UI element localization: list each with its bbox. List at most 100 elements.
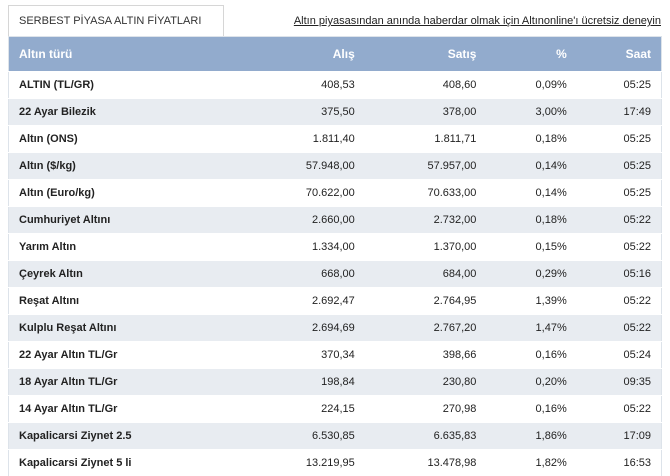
cell: 1.811,40 — [243, 125, 365, 153]
row-name: Reşat Altını — [8, 287, 244, 315]
table-row: Altın ($/kg) 57.948,00 57.957,00 0,14% 05:25 — [8, 152, 662, 180]
cell: 05:25 — [576, 179, 662, 207]
table-row: Cumhuriyet Altını 2.660,00 2.732,00 0,18% 05… — [8, 206, 662, 234]
cell: 2.692,47 — [243, 287, 365, 315]
cell: 370,34 — [243, 341, 365, 369]
row-name: Altın ($/kg) — [8, 152, 244, 180]
cell: 2.660,00 — [243, 206, 365, 234]
cell: 2.694,69 — [243, 314, 365, 342]
cell: 05:22 — [576, 287, 662, 315]
table-row: Çeyrek Altın 668,00 684,00 0,29% 05:16 — [8, 260, 662, 288]
cell: 398,66 — [364, 341, 487, 369]
cell: 1.370,00 — [364, 233, 487, 261]
cell: 0,16% — [486, 341, 577, 369]
table-row: Kulplu Reşat Altını 2.694,69 2.767,20 1,47%… — [8, 314, 662, 342]
table-row: Reşat Altını 2.692,47 2.764,95 1,39% 05:22 — [8, 287, 662, 315]
table-row: 18 Ayar Altın TL/Gr 198,84 230,80 0,20% 09:3… — [8, 368, 662, 396]
row-name: Altın (ONS) — [8, 125, 244, 153]
cell: 198,84 — [243, 368, 365, 396]
row-name: Kapalicarsi Ziynet 5 li — [8, 449, 244, 476]
cell: 16:53 — [576, 449, 662, 476]
row-name: Altın (Euro/kg) — [8, 179, 244, 207]
cell: 09:35 — [576, 368, 662, 396]
cell: 17:49 — [576, 98, 662, 126]
cell: 0,14% — [486, 179, 577, 207]
row-name: Kapalicarsi Ziynet 2.5 — [8, 422, 244, 450]
cell: 0,29% — [486, 260, 577, 288]
cell: 668,00 — [243, 260, 365, 288]
cell: 13.478,98 — [364, 449, 487, 476]
cell: 6.530,85 — [243, 422, 365, 450]
cell: 2.767,20 — [364, 314, 487, 342]
cell: 70.633,00 — [364, 179, 487, 207]
cell: 0,18% — [486, 125, 577, 153]
cell: 375,50 — [243, 98, 365, 126]
cell: 05:22 — [576, 233, 662, 261]
cell: 05:22 — [576, 314, 662, 342]
row-name: Kulplu Reşat Altını — [8, 314, 244, 342]
cell: 0,15% — [486, 233, 577, 261]
cell: 0,18% — [486, 206, 577, 234]
cell: 05:25 — [576, 152, 662, 180]
column-header: Satış — [364, 36, 487, 72]
table-row: 22 Ayar Bilezik 375,50 378,00 3,00% 17:49 — [8, 98, 662, 126]
table-row: Altın (Euro/kg) 70.622,00 70.633,00 0,14% 05… — [8, 179, 662, 207]
cell: 224,15 — [243, 395, 365, 423]
cell: 1,39% — [486, 287, 577, 315]
cell: 408,60 — [364, 71, 487, 99]
cell: 05:25 — [576, 71, 662, 99]
table-row: Yarım Altın 1.334,00 1.370,00 0,15% 05:22 — [8, 233, 662, 261]
table-row: Altın (ONS) 1.811,40 1.811,71 0,18% 05:25 — [8, 125, 662, 153]
cell: 684,00 — [364, 260, 487, 288]
promo-link[interactable]: Altın piyasasından anında haberdar olmak… — [293, 15, 661, 27]
table-row: 22 Ayar Altın TL/Gr 370,34 398,66 0,16% 05:2… — [8, 341, 662, 369]
cell: 05:25 — [576, 125, 662, 153]
cell: 57.948,00 — [243, 152, 365, 180]
cell: 3,00% — [486, 98, 577, 126]
cell: 2.732,00 — [364, 206, 487, 234]
row-name: 18 Ayar Altın TL/Gr — [8, 368, 244, 396]
row-name: 14 Ayar Altın TL/Gr — [8, 395, 244, 423]
row-name: Çeyrek Altın — [8, 260, 244, 288]
cell: 378,00 — [364, 98, 487, 126]
cell: 05:22 — [576, 395, 662, 423]
column-header: Alış — [243, 36, 365, 72]
header-row: Altın türü Alış Satış% Saat — [8, 36, 662, 72]
table-row: ALTIN (TL/GR) 408,53 408,60 0,09% 05:25 — [8, 71, 662, 99]
row-name: ALTIN (TL/GR) — [8, 71, 244, 99]
cell: 17:09 — [576, 422, 662, 450]
cell: 05:16 — [576, 260, 662, 288]
cell: 05:22 — [576, 206, 662, 234]
table-row: Kapalicarsi Ziynet 2.5 6.530,85 6.635,83 1,… — [8, 422, 662, 450]
column-header: Altın türü — [8, 36, 244, 72]
price-table: Altın türü Alış Satış% Saat ALTIN (TL/GR) 40… — [8, 36, 662, 476]
cell: 1.334,00 — [243, 233, 365, 261]
cell: 408,53 — [243, 71, 365, 99]
row-name: 22 Ayar Altın TL/Gr — [8, 341, 244, 369]
cell: 1.811,71 — [364, 125, 487, 153]
tab[interactable]: SERBEST PİYASA ALTIN FİYATLARI — [8, 5, 224, 36]
cell: 6.635,83 — [364, 422, 487, 450]
cell: 1,86% — [486, 422, 577, 450]
cell: 0,16% — [486, 395, 577, 423]
cell: 2.764,95 — [364, 287, 487, 315]
column-header: % — [486, 36, 577, 72]
cell: 57.957,00 — [364, 152, 487, 180]
row-name: 22 Ayar Bilezik — [8, 98, 244, 126]
cell: 1,47% — [486, 314, 577, 342]
column-header: Saat — [576, 36, 662, 72]
table-row: Kapalicarsi Ziynet 5 li 13.219,95 13.478,9… — [8, 449, 662, 476]
cell: 70.622,00 — [243, 179, 365, 207]
cell: 1,82% — [486, 449, 577, 476]
cell: 0,14% — [486, 152, 577, 180]
row-name: Cumhuriyet Altını — [8, 206, 244, 234]
table-body: ALTIN (TL/GR) 408,53 408,60 0,09% 05:25 22 Ay… — [8, 71, 662, 476]
cell: 0,20% — [486, 368, 577, 396]
cell: 230,80 — [364, 368, 487, 396]
row-name: Yarım Altın — [8, 233, 244, 261]
cell: 05:24 — [576, 341, 662, 369]
cell: 270,98 — [364, 395, 487, 423]
cell: 13.219,95 — [243, 449, 365, 476]
table-row: 14 Ayar Altın TL/Gr 224,15 270,98 0,16% 05:2… — [8, 395, 662, 423]
